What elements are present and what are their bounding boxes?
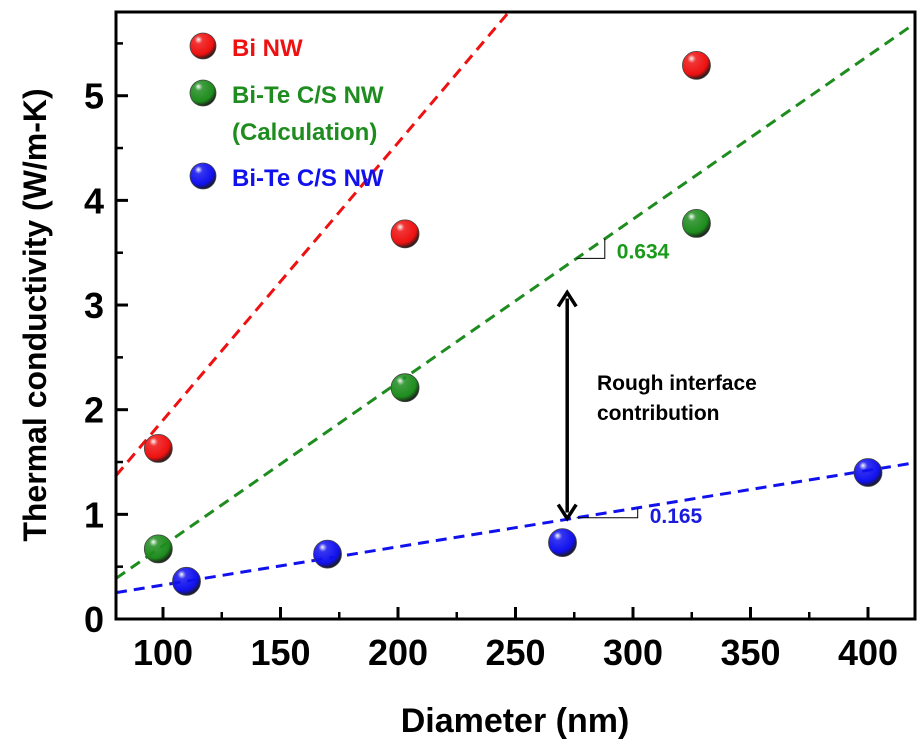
x-tick-label: 250 (485, 632, 545, 673)
x-tick-label: 300 (603, 632, 663, 673)
arrow-head-up (556, 289, 578, 308)
data-point (390, 219, 420, 249)
legend-marker (189, 162, 217, 190)
data-point (548, 528, 577, 558)
y-tick-label: 5 (84, 76, 104, 117)
y-tick-label: 1 (84, 494, 104, 535)
y-tick-label: 4 (84, 180, 104, 221)
data-point (853, 458, 883, 487)
annotation-text: contribution (597, 402, 719, 425)
slope-triangle (576, 507, 639, 519)
legend-label: Bi-Te C/S NW (232, 82, 384, 109)
y-tick-label: 3 (84, 285, 104, 326)
x-tick-label: 200 (368, 632, 428, 673)
slope-triangle (576, 238, 606, 259)
annotation-text: Rough interface (597, 372, 757, 395)
x-tick-label: 100 (133, 632, 193, 673)
x-tick-label: 150 (250, 632, 310, 673)
arrow-head-down (556, 503, 578, 522)
legend-marker (189, 79, 217, 107)
data-point (390, 373, 420, 403)
fit-line (116, 461, 915, 595)
legend-label: Bi-Te C/S NW (232, 165, 384, 192)
y-axis-title: Thermal conductivity (W/m-K) (17, 88, 53, 541)
y-tick-label: 0 (84, 599, 104, 640)
slope-label: 0.165 (650, 505, 703, 528)
x-axis-title: Diameter (nm) (401, 702, 630, 740)
data-point (143, 434, 173, 463)
slope-label: 0.634 (617, 241, 670, 264)
fit-line (116, 12, 511, 477)
legend-label: Bi NW (232, 35, 303, 62)
data-point (143, 534, 173, 564)
data-point (682, 50, 711, 80)
y-tick-label: 2 (84, 390, 104, 431)
data-point (172, 566, 201, 596)
legend-marker (189, 32, 217, 60)
data-point (682, 209, 711, 238)
x-tick-label: 350 (720, 632, 780, 673)
fit-line (116, 22, 915, 580)
x-tick-label: 400 (838, 632, 898, 673)
legend-label: (Calculation) (232, 119, 377, 146)
data-point (313, 539, 342, 569)
